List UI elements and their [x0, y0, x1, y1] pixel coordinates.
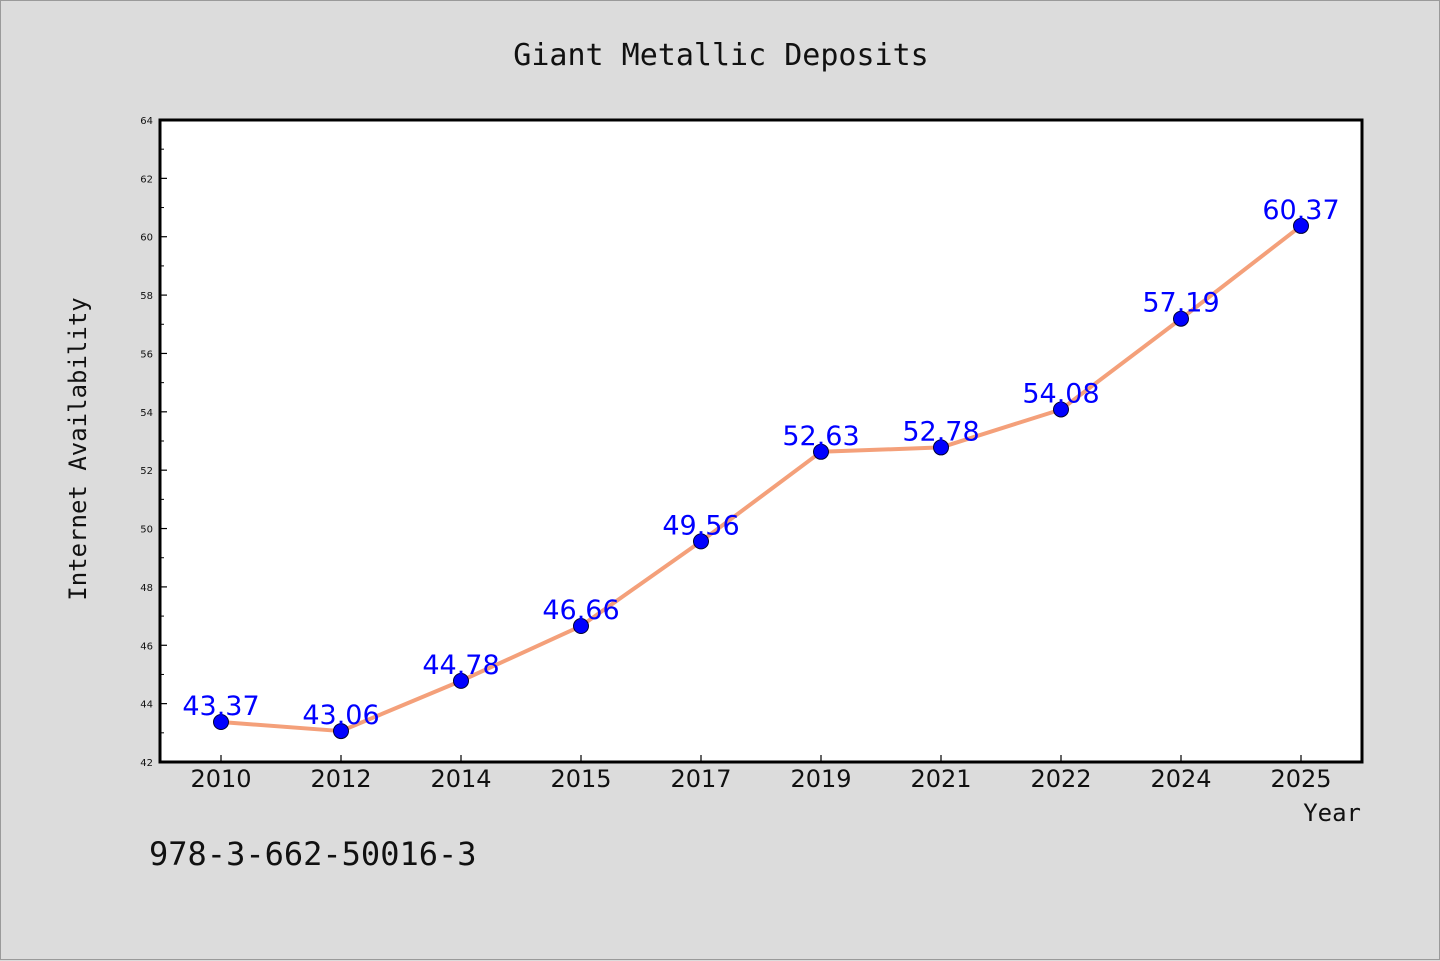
- y-tick-label: 44: [140, 700, 153, 711]
- footnote-isbn: 978-3-662-50016-3: [149, 835, 477, 873]
- x-tick-label: 2024: [1150, 765, 1211, 793]
- series-markers: [213, 217, 1309, 740]
- data-point-marker: [813, 443, 829, 460]
- y-tick-label: 42: [140, 758, 153, 769]
- data-point-marker: [453, 672, 469, 689]
- data-point-label: 52.78: [902, 416, 979, 447]
- x-tick-label: 2025: [1270, 765, 1331, 793]
- y-tick-label: 60: [140, 233, 153, 244]
- data-point-label: 54.08: [1022, 378, 1099, 409]
- y-tick-label: 64: [140, 116, 153, 127]
- x-tick-label: 2019: [790, 765, 851, 793]
- x-tick-label: 2022: [1030, 765, 1091, 793]
- data-point-marker: [1053, 401, 1069, 418]
- data-point-label: 43.06: [302, 700, 379, 731]
- y-tick-label: 48: [140, 583, 153, 594]
- y-tick-label: 46: [140, 641, 153, 652]
- y-axis: 42 44 46 48 50 52 54 56 58 60 62 64: [140, 116, 167, 769]
- data-point-marker: [693, 533, 709, 550]
- data-point-marker: [573, 618, 589, 635]
- data-point-label: 46.66: [542, 595, 619, 626]
- x-axis-title: Year: [1303, 799, 1361, 827]
- data-point-label: 52.63: [782, 421, 859, 452]
- data-point-marker: [213, 714, 229, 731]
- data-point-label: 60.37: [1262, 195, 1339, 226]
- y-tick-label: 58: [140, 291, 153, 302]
- plot-area: [158, 118, 1364, 764]
- y-tick-label: 62: [140, 174, 153, 185]
- y-tick-label: 56: [140, 349, 153, 360]
- y-tick-label: 50: [140, 525, 153, 536]
- x-axis: 2010 2012 2014 2015 2017 2019 2021 2022 2024 2025: [190, 755, 1332, 793]
- y-tick-label: 52: [140, 466, 153, 477]
- data-point-marker: [1173, 310, 1189, 327]
- x-tick-label: 2014: [430, 765, 491, 793]
- y-tick-label: 54: [140, 408, 153, 419]
- data-point-marker: [1293, 217, 1309, 234]
- data-point-marker: [933, 439, 949, 456]
- data-point-label: 57.19: [1142, 288, 1219, 319]
- y-axis-title: Internet Availability: [64, 297, 92, 600]
- data-point-marker: [333, 723, 349, 740]
- data-point-label: 43.37: [182, 691, 259, 722]
- x-tick-label: 2012: [310, 765, 371, 793]
- series-line: [219, 223, 1303, 734]
- x-tick-label: 2010: [190, 765, 251, 793]
- data-point-label: 44.78: [422, 650, 499, 681]
- x-tick-label: 2021: [910, 765, 971, 793]
- chart-title: Giant Metallic Deposits: [513, 38, 928, 73]
- x-tick-label: 2015: [550, 765, 611, 793]
- x-tick-label: 2017: [670, 765, 731, 793]
- data-labels: 43.37 43.06 44.78 46.66 49.56 52.63 52.78 54.08…: [182, 195, 1339, 731]
- data-point-label: 49.56: [662, 510, 739, 541]
